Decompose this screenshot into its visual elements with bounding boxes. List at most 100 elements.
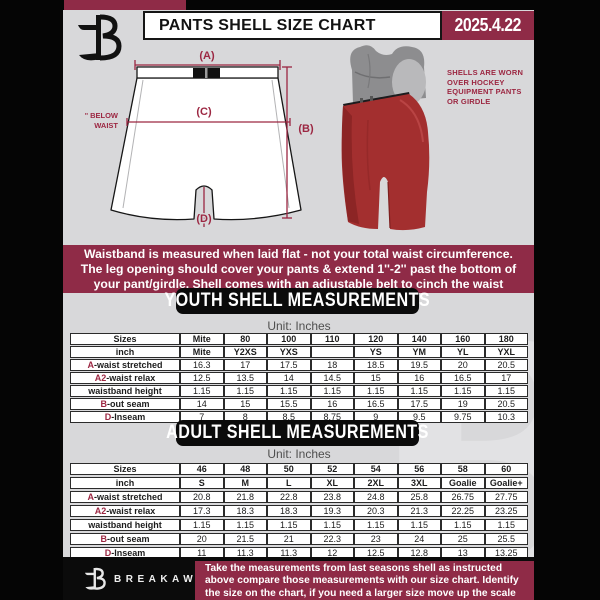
table-cell: 1.15 (441, 519, 485, 531)
table-cell: 1.15 (310, 519, 354, 531)
table-cell: 19 (441, 398, 485, 410)
row-label: Sizes (70, 333, 180, 345)
table-cell: 14 (180, 398, 224, 410)
table-cell: 12.5 (180, 372, 224, 384)
row-label: A-waist stretched (70, 359, 180, 371)
page-title-box: PANTS SHELL SIZE CHART (143, 11, 442, 40)
table-cell: 17.5 (397, 398, 441, 410)
date-badge: 2025.4.22 (442, 11, 534, 40)
row-label-prefix: D (104, 548, 112, 558)
table-cell: 18.3 (267, 505, 311, 517)
row-label-prefix: A2 (94, 506, 107, 516)
shorts-outline (110, 77, 302, 221)
table-cell: 24.8 (354, 491, 398, 503)
table-cell: Mite (180, 346, 224, 358)
table-cell (310, 346, 354, 358)
table-cell: 21 (267, 533, 311, 545)
table-cell: 18.5 (354, 359, 398, 371)
table-cell: 23.25 (484, 505, 528, 517)
waist-note-line1: 7'' BELOW (85, 111, 119, 120)
table-cell: 16.3 (180, 359, 224, 371)
table-cell: 15 (223, 398, 267, 410)
date-text: 2025.4.22 (454, 15, 522, 35)
table-cell: 22.8 (267, 491, 311, 503)
table-cell: 14 (267, 372, 311, 384)
row-label: inch (70, 346, 180, 358)
table-row: A-waist stretched 16.3 17 17.5 18 18.5 19.5 20 2… (70, 359, 528, 371)
row-label-prefix: B (100, 534, 107, 544)
table-cell: 1.15 (267, 519, 311, 531)
brand-name: BREAKAWAY (114, 573, 219, 585)
table-cell: 2XL (354, 477, 398, 489)
table-cell: 60 (484, 463, 528, 475)
table-cell: 17 (484, 372, 528, 384)
footer-note-text: Take the measurements from last seasons … (205, 563, 519, 599)
table-cell: 1.15 (180, 519, 224, 531)
table-cell: 100 (267, 333, 311, 345)
table-cell: 17 (223, 359, 267, 371)
table-cell: S (180, 477, 224, 489)
table-cell: YS (354, 346, 398, 358)
row-label: B-out seam (70, 533, 180, 545)
footer-note-box: Take the measurements from last seasons … (195, 561, 534, 600)
table-cell: 120 (354, 333, 398, 345)
youth-measurements-table: Sizes Mite 80 100 110 120 140 160 180 inch Mite Y2X… (70, 332, 528, 424)
adult-section-heading: ADULT SHELL MEASUREMENTS (166, 420, 428, 446)
table-cell: 24 (397, 533, 441, 545)
table-cell: YXL (484, 346, 528, 358)
row-label-prefix: A (87, 360, 94, 370)
info-banner: Waistband is measured when laid flat - n… (63, 245, 534, 293)
table-cell: 15 (354, 372, 398, 384)
row-label: waistband height (70, 385, 180, 397)
table-cell: 19.3 (310, 505, 354, 517)
table-cell: 1.15 (223, 519, 267, 531)
row-label-prefix: D (104, 412, 112, 422)
diagram-label-a: (A) (199, 50, 215, 62)
table-cell: 1.15 (354, 385, 398, 397)
row-label: B-out seam (70, 398, 180, 410)
adult-measurements-table: Sizes 46 48 50 52 54 56 58 60 inch S M L XL 2XL 3XL Goal… (70, 461, 528, 561)
table-cell: 58 (441, 463, 485, 475)
table-cell: 52 (310, 463, 354, 475)
table-cell: 48 (223, 463, 267, 475)
table-row: inch S M L XL 2XL 3XL Goalie Goalie+ (70, 477, 528, 489)
table-cell: Goalie+ (484, 477, 528, 489)
table-row: B-out seam 14 15 15.5 16 16.5 17.5 19 20.5 (70, 398, 528, 410)
table-cell: Y2XS (223, 346, 267, 358)
adult-unit-label: Unit: Inches (267, 447, 331, 461)
table-cell: YM (397, 346, 441, 358)
table-cell: XL (310, 477, 354, 489)
table-cell: 20 (180, 533, 224, 545)
red-shell-shorts (341, 94, 430, 231)
table-cell: 20.5 (484, 359, 528, 371)
table-cell: 80 (223, 333, 267, 345)
table-cell: 1.15 (397, 385, 441, 397)
table-row: Sizes 46 48 50 52 54 56 58 60 (70, 463, 528, 475)
table-cell: 10.3 (484, 411, 528, 423)
row-label: inch (70, 477, 180, 489)
table-cell: 18.3 (223, 505, 267, 517)
table-cell: 23 (354, 533, 398, 545)
table-cell: 23.8 (310, 491, 354, 503)
row-label-prefix: B (100, 399, 107, 409)
table-cell: 50 (267, 463, 311, 475)
table-row: A-waist stretched 20.8 21.8 22.8 23.8 24.8 25.… (70, 491, 528, 503)
table-cell: 160 (441, 333, 485, 345)
photo-caption: SHELLS ARE WORN OVER HOCKEY EQUIPMENT PA… (447, 68, 524, 106)
table-cell: 22.3 (310, 533, 354, 545)
table-cell: 1.15 (180, 385, 224, 397)
row-label: A2-waist relax (70, 372, 180, 384)
table-cell: 22.25 (441, 505, 485, 517)
table-cell: 20.8 (180, 491, 224, 503)
table-cell: L (267, 477, 311, 489)
table-cell: 54 (354, 463, 398, 475)
table-row: inch Mite Y2XS YXS YS YM YL YXL (70, 346, 528, 358)
table-cell: 16 (397, 372, 441, 384)
page-title: PANTS SHELL SIZE CHART (159, 16, 376, 34)
youth-unit-label: Unit: Inches (267, 319, 331, 333)
table-cell: 9.75 (441, 411, 485, 423)
table-cell: 20 (441, 359, 485, 371)
table-row: waistband height 1.15 1.15 1.15 1.15 1.15 1.15… (70, 385, 528, 397)
breakaway-logo-footer-icon (84, 567, 106, 590)
